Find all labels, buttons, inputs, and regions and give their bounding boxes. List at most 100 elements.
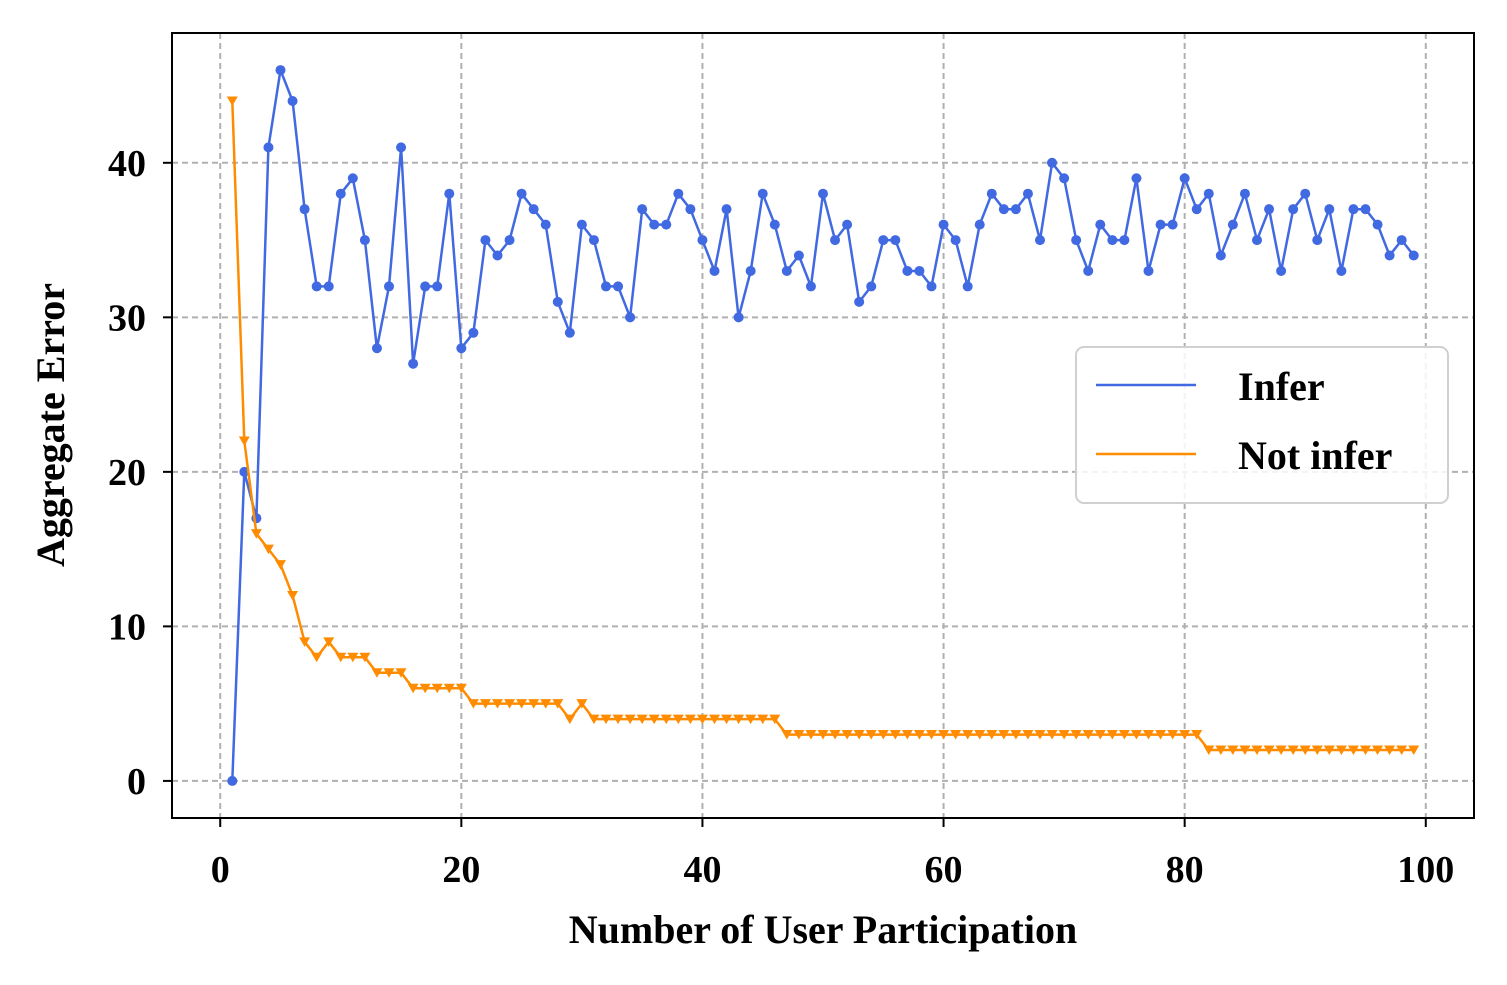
data-point-not-infer [419, 683, 431, 694]
data-point-not-infer [395, 668, 407, 678]
data-point-not-infer [1022, 730, 1034, 740]
data-point-infer [890, 235, 901, 246]
data-point-not-infer [467, 699, 479, 709]
data-point-not-infer [516, 699, 528, 709]
data-point-not-infer [781, 730, 793, 740]
data-point-infer [552, 296, 563, 307]
x-axis-label: Number of User Participation [569, 907, 1077, 952]
data-point-not-infer [528, 699, 540, 709]
data-point-not-infer [660, 714, 672, 725]
data-point-not-infer [504, 699, 516, 709]
data-point-infer [384, 281, 394, 292]
data-point-not-infer [1372, 745, 1384, 756]
data-point-infer [601, 281, 611, 292]
data-point-not-infer [275, 560, 286, 570]
data-point-infer [323, 281, 334, 292]
data-point-infer [1167, 219, 1178, 230]
data-point-not-infer [1106, 730, 1118, 740]
data-point-infer [1131, 173, 1142, 184]
data-point-not-infer [443, 683, 455, 694]
data-point-infer [613, 281, 624, 292]
data-point-not-infer [564, 714, 576, 725]
data-point-infer [468, 327, 479, 338]
x-tick-label: 40 [683, 849, 721, 891]
data-point-infer [444, 188, 455, 199]
data-point-infer [275, 65, 286, 76]
data-point-infer [504, 235, 515, 246]
data-point-not-infer [287, 590, 299, 601]
data-point-not-infer [709, 714, 720, 725]
data-point-infer [1360, 204, 1371, 215]
data-point-not-infer [745, 714, 757, 725]
data-point-not-infer [1287, 745, 1299, 756]
data-point-not-infer [299, 637, 311, 647]
data-point-not-infer [1143, 730, 1154, 740]
data-point-infer [1227, 219, 1238, 230]
data-point-infer [1155, 219, 1166, 230]
data-point-infer [950, 235, 961, 246]
data-point-not-infer [1299, 745, 1311, 756]
data-point-not-infer [540, 699, 552, 709]
data-point-infer [1264, 204, 1275, 215]
data-point-not-infer [636, 714, 648, 725]
x-tick-label: 20 [442, 849, 480, 891]
data-point-not-infer [1347, 745, 1359, 756]
data-point-infer [1288, 204, 1299, 215]
data-point-not-infer [1275, 745, 1287, 756]
data-point-not-infer [1263, 745, 1275, 756]
data-point-infer [1203, 188, 1214, 199]
data-point-not-infer [431, 683, 443, 694]
data-point-not-infer [1239, 745, 1251, 756]
data-point-infer [745, 265, 756, 276]
data-point-not-infer [913, 730, 925, 740]
legend-label-not-infer: Not infer [1238, 433, 1392, 478]
data-point-not-infer [696, 714, 708, 725]
data-point-not-infer [624, 714, 636, 725]
x-tick-label: 0 [211, 849, 230, 891]
data-point-not-infer [359, 652, 371, 663]
data-point-not-infer [1384, 745, 1396, 756]
data-point-not-infer [383, 668, 395, 678]
data-point-infer [1179, 173, 1190, 184]
data-point-infer [1336, 265, 1347, 276]
data-point-not-infer [672, 714, 684, 725]
data-point-not-infer [1227, 745, 1239, 756]
y-tick-label: 10 [108, 606, 146, 648]
data-point-not-infer [1179, 730, 1191, 740]
data-point-infer [516, 188, 527, 199]
data-point-not-infer [1070, 730, 1082, 740]
data-point-not-infer [479, 699, 491, 709]
data-point-not-infer [262, 544, 274, 555]
y-tick-label: 40 [108, 143, 146, 185]
data-point-infer [287, 95, 298, 106]
data-point-not-infer [323, 637, 335, 647]
data-point-not-infer [1323, 745, 1335, 756]
data-point-infer [926, 281, 937, 292]
data-point-not-infer [1311, 745, 1323, 756]
data-point-not-infer [371, 668, 383, 678]
data-point-infer [914, 265, 925, 276]
data-point-infer [1071, 235, 1082, 246]
data-point-infer [938, 219, 949, 230]
data-point-not-infer [1251, 745, 1263, 756]
y-tick-label: 20 [108, 452, 146, 494]
data-point-not-infer [865, 730, 877, 740]
data-point-infer [1396, 235, 1407, 246]
data-point-not-infer [684, 714, 696, 725]
data-point-infer [1384, 250, 1395, 261]
data-point-infer [492, 250, 503, 261]
data-point-not-infer [998, 730, 1010, 740]
data-point-not-infer [721, 714, 733, 725]
data-point-infer [757, 188, 768, 199]
legend-label-infer: Infer [1238, 364, 1325, 409]
data-point-not-infer [974, 730, 986, 740]
data-point-infer [998, 204, 1009, 215]
data-point-infer [685, 204, 696, 215]
data-point-not-infer [901, 730, 913, 740]
data-point-infer [878, 235, 889, 246]
data-point-infer [564, 327, 575, 338]
data-point-infer [866, 281, 877, 292]
data-point-not-infer [576, 699, 588, 709]
data-point-not-infer [238, 436, 250, 446]
series-layer [226, 65, 1420, 786]
